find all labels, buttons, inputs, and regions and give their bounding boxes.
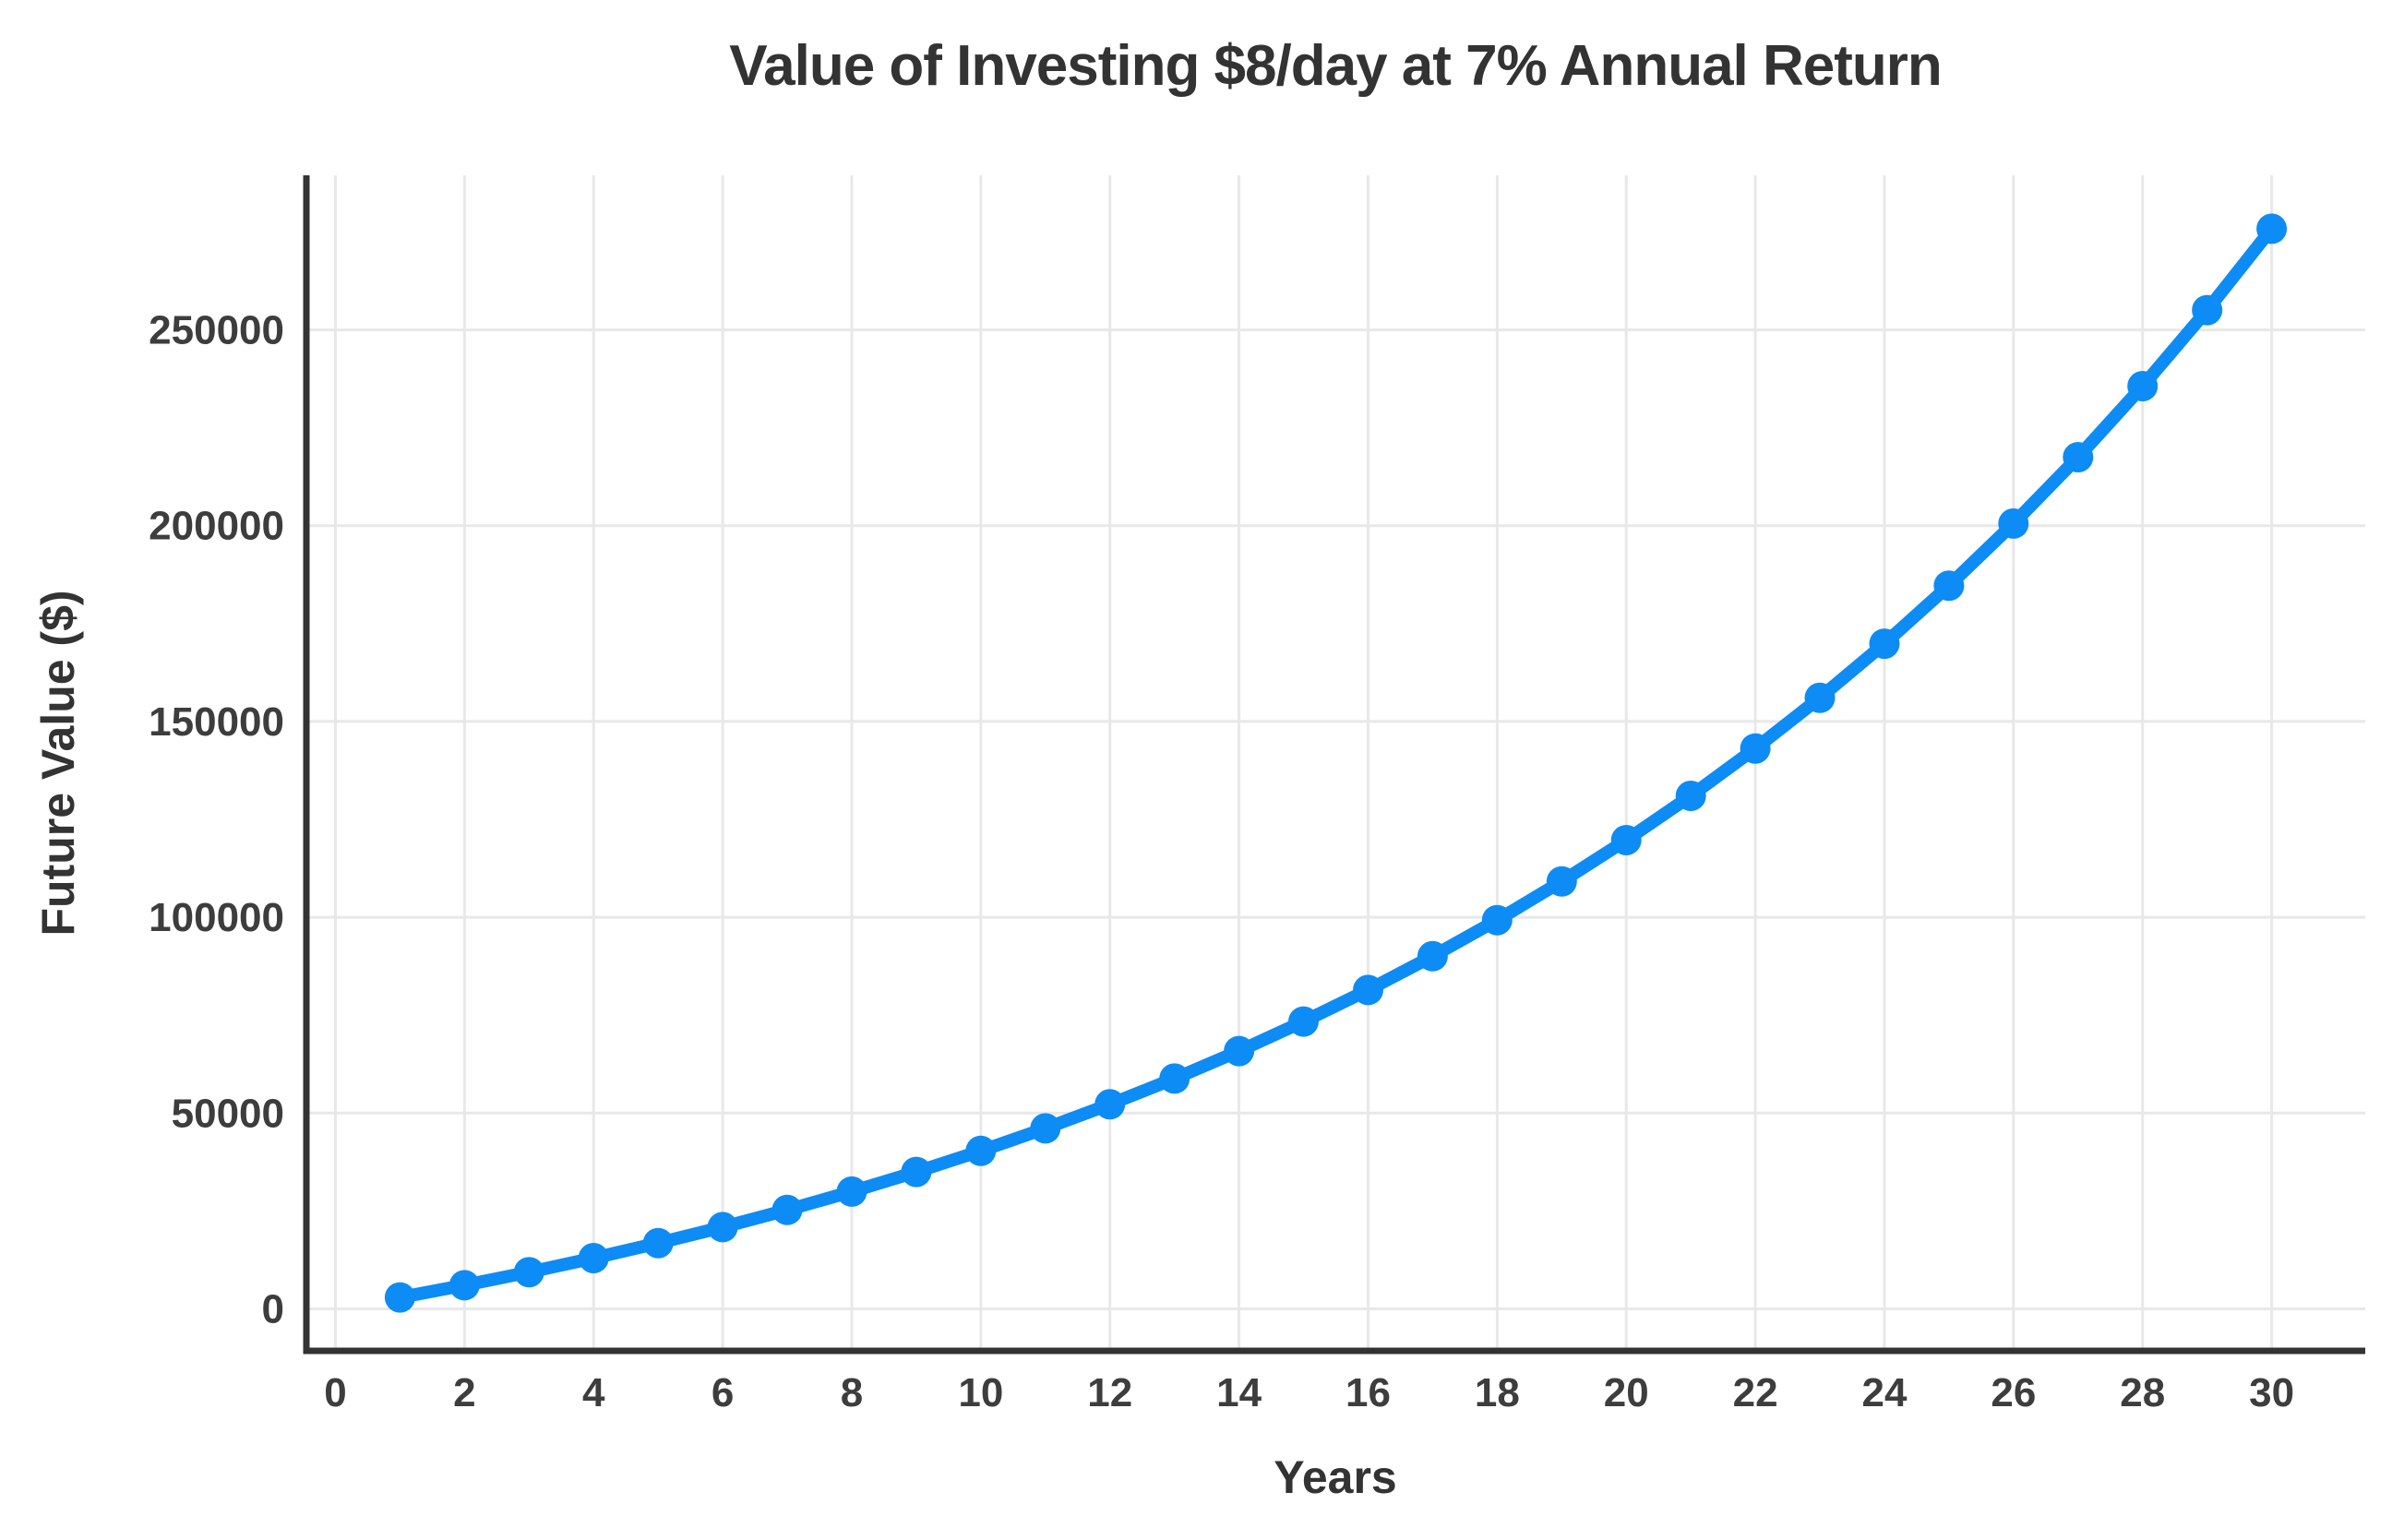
data-point [1353, 974, 1383, 1006]
data-point [1610, 825, 1642, 855]
y-tick-label: 50000 [172, 1091, 284, 1136]
gridlines [306, 175, 2365, 1351]
y-tick-label: 100000 [149, 895, 284, 940]
data-point [513, 1257, 544, 1288]
data-point [449, 1270, 480, 1301]
x-tick-label: 16 [1346, 1370, 1391, 1415]
x-tick-label: 24 [1861, 1370, 1907, 1415]
y-axis-label: Future Value ($) [32, 590, 84, 936]
x-tick-label: 26 [1991, 1370, 2036, 1415]
x-tick-label: 8 [841, 1370, 863, 1415]
y-tick-label: 250000 [149, 308, 284, 353]
chart-title: Value of Investing $8/day at 7% Annual R… [729, 34, 1942, 98]
data-point [2063, 442, 2094, 472]
data-point [1869, 628, 1900, 660]
data-point [1675, 781, 1706, 811]
x-tick-label: 14 [1216, 1370, 1262, 1415]
data-point [836, 1176, 867, 1207]
data-point [1481, 904, 1513, 936]
data-point [1159, 1063, 1190, 1094]
data-point [965, 1135, 997, 1166]
data-point [1094, 1089, 1126, 1120]
x-tick-label: 22 [1733, 1370, 1778, 1415]
data-point [707, 1212, 738, 1243]
data-point [578, 1243, 609, 1273]
x-tick-label: 20 [1604, 1370, 1649, 1415]
data-point [2192, 294, 2223, 326]
data-point [901, 1156, 932, 1188]
data-point [1224, 1035, 1255, 1067]
y-tick-label: 0 [262, 1287, 284, 1332]
x-tick-label: 10 [958, 1370, 1003, 1415]
x-tick-label: 4 [582, 1370, 605, 1415]
data-point [2256, 213, 2288, 245]
x-tick-label: 18 [1475, 1370, 1520, 1415]
data-point [1933, 570, 1965, 602]
data-point [1030, 1113, 1061, 1144]
data-point [1998, 507, 2029, 539]
data-point [771, 1194, 803, 1225]
x-tick-labels: 0 2 4 6 8 10 12 14 16 18 20 22 24 26 28 30 [324, 1370, 2294, 1415]
y-tick-labels: 0 50000 100000 150000 200000 250000 [149, 308, 284, 1332]
data-point [2127, 371, 2159, 401]
data-point [1546, 866, 1577, 897]
data-point [1288, 1006, 1319, 1037]
data-point [642, 1227, 674, 1259]
series-future-value [384, 213, 2288, 1313]
data-point [384, 1282, 415, 1313]
y-tick-label: 200000 [149, 504, 284, 549]
data-point [1740, 733, 1771, 764]
x-axis-label: Years [1274, 1451, 1396, 1503]
data-point [1417, 940, 1448, 972]
x-tick-label: 30 [2249, 1370, 2294, 1415]
x-tick-label: 0 [324, 1370, 346, 1415]
series-line [393, 221, 2278, 1305]
x-tick-label: 12 [1087, 1370, 1132, 1415]
x-tick-label: 2 [453, 1370, 475, 1415]
data-point [1804, 682, 1836, 713]
x-tick-label: 6 [712, 1370, 734, 1415]
y-tick-label: 150000 [149, 699, 284, 745]
x-tick-label: 28 [2120, 1370, 2165, 1415]
